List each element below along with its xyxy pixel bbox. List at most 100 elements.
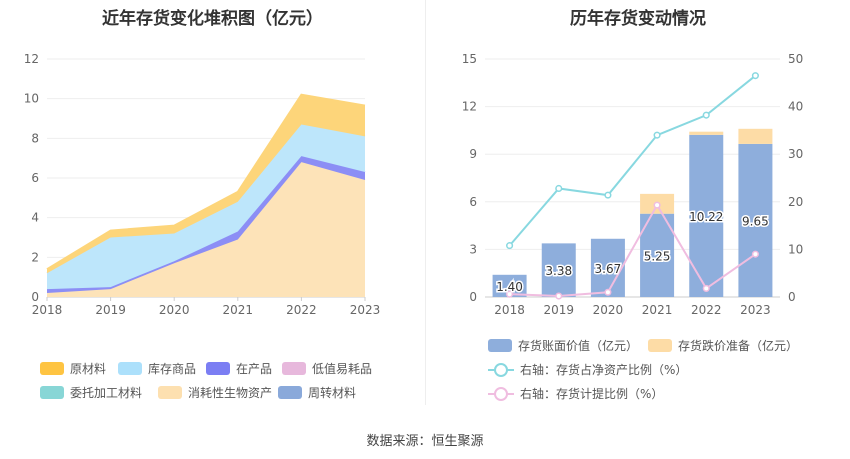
legend-label: 周转材料 bbox=[308, 386, 357, 400]
bar-book-value bbox=[541, 243, 576, 297]
bar-provision bbox=[738, 128, 773, 144]
legend-item[interactable]: 委托加工材料 bbox=[40, 384, 142, 401]
ratio-point bbox=[604, 191, 612, 199]
legend-item[interactable]: 低值易耗品 bbox=[282, 360, 372, 377]
legend-item[interactable]: 右轴：存货占净资产比例（%） bbox=[488, 361, 687, 378]
x-tick-label: 2020 bbox=[593, 303, 624, 317]
x-tick-label: 2021 bbox=[223, 303, 254, 317]
legend-label: 右轴：存货占净资产比例（%） bbox=[520, 363, 688, 377]
y-tick-label: 0 bbox=[31, 290, 39, 304]
area-库存商品 bbox=[47, 124, 365, 290]
legend-label: 委托加工材料 bbox=[70, 386, 143, 400]
x-tick-label: 2018 bbox=[494, 303, 525, 317]
bar-line-chart: 0 3 6 9 12 15 0 10 20 30 40 50 2018 2019 2020 2021 2022 2… bbox=[462, 52, 804, 317]
x-tick-label: 2022 bbox=[691, 303, 722, 317]
legend-swatch bbox=[40, 386, 64, 399]
area-在产品 bbox=[47, 156, 365, 294]
y-tick-label: 6 bbox=[31, 171, 39, 185]
ratio-point bbox=[751, 72, 759, 80]
provision-ratio-line bbox=[509, 203, 756, 298]
legend-swatch bbox=[118, 362, 142, 375]
stacked-area-chart: 0 2 4 6 8 10 12 2018 2019 2020 2021 2022 2023 bbox=[24, 52, 381, 317]
legend-label: 低值易耗品 bbox=[312, 362, 373, 376]
y-right-tick-label: 0 bbox=[788, 290, 796, 304]
y-right-tick-label: 10 bbox=[788, 242, 803, 256]
y-tick-label: 2 bbox=[31, 250, 39, 264]
legend-label: 库存商品 bbox=[148, 362, 197, 376]
legend-swatch bbox=[278, 386, 302, 399]
y-tick-label: 8 bbox=[31, 131, 39, 145]
legend-label: 原材料 bbox=[70, 362, 107, 376]
y-right-tick-label: 40 bbox=[788, 100, 803, 114]
y-tick-label: 12 bbox=[24, 52, 39, 66]
legend-item[interactable]: 右轴：存货计提比例（%） bbox=[488, 385, 663, 402]
ratio-point bbox=[506, 242, 514, 250]
legend-swatch bbox=[488, 386, 514, 401]
x-tick-label: 2023 bbox=[740, 303, 771, 317]
y-left-tick-label: 3 bbox=[469, 242, 477, 256]
y-right-tick-label: 50 bbox=[788, 52, 803, 66]
legend-label: 在产品 bbox=[236, 362, 273, 376]
bar-data-label: 9.65 bbox=[742, 214, 769, 228]
x-tick-label: 2023 bbox=[350, 303, 381, 317]
legend-label: 存货跌价准备（亿元） bbox=[678, 339, 799, 353]
bar-book-value bbox=[590, 238, 625, 297]
bar-book-value bbox=[640, 213, 675, 297]
ratio-point bbox=[653, 131, 661, 139]
bar-provision bbox=[689, 131, 724, 135]
y-left-tick-label: 9 bbox=[469, 147, 477, 161]
legend-label: 右轴：存货计提比例（%） bbox=[520, 387, 664, 401]
legend-item[interactable]: 库存商品 bbox=[118, 360, 196, 377]
area-消耗性生物资产 bbox=[47, 162, 365, 297]
y-tick-label: 10 bbox=[24, 92, 39, 106]
legend-swatch bbox=[282, 362, 306, 375]
panel-divider bbox=[425, 0, 426, 405]
x-tick-label: 2022 bbox=[286, 303, 317, 317]
provision-ratio-point bbox=[751, 250, 759, 258]
y-tick-label: 4 bbox=[31, 211, 39, 225]
bar-data-label: 3.38 bbox=[545, 264, 572, 278]
legend-item[interactable]: 在产品 bbox=[206, 360, 272, 377]
y-left-tick-label: 0 bbox=[469, 290, 477, 304]
chart-title-stacked: 近年存货变化堆积图（亿元） bbox=[102, 9, 323, 29]
provision-ratio-point bbox=[506, 290, 514, 298]
legend-swatch bbox=[158, 386, 182, 399]
legend-swatch bbox=[488, 362, 514, 377]
provision-ratio-point bbox=[702, 284, 710, 292]
bar-data-label: 5.25 bbox=[644, 249, 671, 263]
bar-data-label: 3.67 bbox=[595, 262, 622, 276]
legend-swatch bbox=[206, 362, 230, 375]
legend-label: 存货账面价值（亿元） bbox=[518, 339, 639, 353]
bar-data-label: 1.40 bbox=[496, 280, 523, 294]
ratio-line bbox=[508, 74, 757, 247]
provision-ratio-point bbox=[555, 292, 563, 300]
provision-ratio-point bbox=[604, 288, 612, 296]
provision-ratio-point bbox=[653, 201, 661, 209]
y-right-tick-label: 20 bbox=[788, 195, 803, 209]
ratio-point bbox=[555, 184, 563, 193]
x-tick-label: 2018 bbox=[32, 303, 63, 317]
x-tick-label: 2019 bbox=[95, 303, 126, 317]
legend-item[interactable]: 消耗性生物资产 bbox=[158, 384, 272, 401]
area-edge-原材料 bbox=[46, 93, 366, 271]
bar-book-value bbox=[492, 274, 527, 297]
x-tick-label: 2020 bbox=[159, 303, 190, 317]
legend-item[interactable]: 存货跌价准备（亿元） bbox=[648, 337, 798, 354]
ratio-point bbox=[702, 111, 710, 119]
legend-swatch bbox=[40, 362, 64, 375]
area-原材料 bbox=[47, 94, 365, 274]
bar-book-value bbox=[738, 143, 773, 297]
y-right-tick-label: 30 bbox=[788, 147, 803, 161]
legend-swatch bbox=[648, 339, 672, 352]
y-left-tick-label: 6 bbox=[469, 195, 477, 209]
x-tick-label: 2021 bbox=[642, 303, 673, 317]
y-left-tick-label: 12 bbox=[462, 100, 477, 114]
y-left-tick-label: 15 bbox=[462, 52, 477, 66]
legend-label: 消耗性生物资产 bbox=[188, 386, 273, 400]
legend-item[interactable]: 存货账面价值（亿元） bbox=[488, 337, 638, 354]
legend-swatch bbox=[488, 339, 512, 352]
bar-data-label: 10.22 bbox=[689, 210, 723, 224]
legend-item[interactable]: 原材料 bbox=[40, 360, 106, 377]
chart-title-inventory: 历年存货变动情况 bbox=[570, 9, 706, 29]
legend-item[interactable]: 周转材料 bbox=[278, 384, 356, 401]
